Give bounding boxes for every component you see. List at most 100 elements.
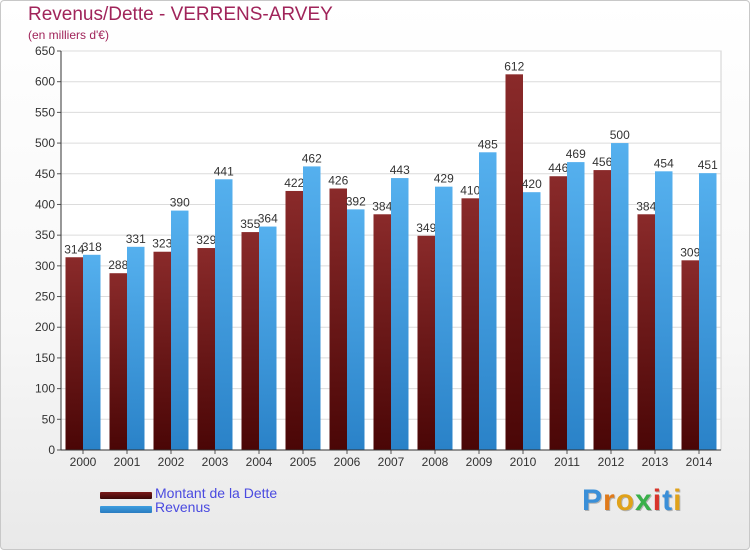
y-tick-label: 150 [35,351,55,365]
bar-revenus [699,173,717,450]
logo-letter: o [615,484,636,517]
bar-dette [461,198,479,450]
bar-dette [417,235,435,450]
bar-revenus [479,152,497,451]
data-label-dette: 309 [680,245,700,259]
y-tick-label: 250 [35,290,55,304]
bar-dette [65,257,83,450]
x-tick-label: 2004 [246,455,273,469]
bar-dette [241,232,259,450]
y-tick-label: 0 [48,443,55,457]
data-label-revenus: 420 [522,177,542,191]
y-tick-label: 100 [35,382,55,396]
x-tick-label: 2008 [422,455,449,469]
bar-revenus [259,226,277,450]
data-label-dette: 355 [240,217,260,231]
x-tick-label: 2007 [378,455,405,469]
y-tick-label: 200 [35,320,55,334]
bar-dette [637,214,655,450]
bar-revenus [391,178,409,450]
data-label-dette: 446 [548,161,568,175]
bar-dette [285,190,303,451]
x-tick-label: 2003 [202,455,229,469]
legend-swatch-revenus [100,506,152,513]
bar-revenus [347,209,365,450]
chart-subtitle: (en milliers d'€) [28,28,109,42]
data-label-revenus: 392 [346,194,366,208]
x-tick-label: 2013 [642,455,669,469]
data-label-revenus: 469 [566,147,586,161]
y-tick-label: 350 [35,228,55,242]
x-tick-label: 2011 [554,455,580,469]
logo-letter: r [603,484,616,517]
x-tick-label: 2012 [598,455,625,469]
bar-dette [593,170,611,450]
data-label-dette: 349 [416,221,436,235]
data-label-dette: 384 [636,199,656,213]
bar-dette [197,248,215,450]
bar-revenus [611,143,629,451]
bar-dette [153,251,171,450]
y-tick-label: 400 [35,197,55,211]
bar-dette [373,214,391,450]
bar-dette [681,260,699,450]
proxiti-logo: Proxiti [582,484,682,518]
data-label-dette: 426 [328,174,348,188]
data-label-revenus: 451 [698,158,718,172]
data-label-revenus: 331 [126,232,146,246]
bar-revenus [655,171,673,450]
legend-label-revenus: Revenus [155,499,211,515]
y-tick-label: 550 [35,105,55,119]
chart-title: Revenus/Dette - VERRENS-ARVEY [28,4,333,25]
data-label-dette: 314 [64,242,84,256]
bar-dette [549,176,567,450]
data-label-dette: 612 [504,59,524,73]
x-tick-label: 2001 [114,455,141,469]
bar-dette [109,273,127,450]
data-label-revenus: 364 [258,212,278,226]
x-tick-label: 2005 [290,455,317,469]
bar-dette [505,74,523,450]
bar-revenus [215,179,233,451]
x-tick-label: 2002 [158,455,185,469]
data-label-revenus: 441 [214,164,234,178]
data-label-revenus: 500 [610,128,630,142]
data-label-revenus: 318 [82,240,102,254]
logo-letter: P [582,484,604,517]
data-label-dette: 384 [372,199,392,213]
data-label-revenus: 462 [302,151,322,165]
x-tick-label: 2009 [466,455,493,469]
data-label-dette: 456 [592,155,612,169]
data-label-dette: 422 [284,176,304,190]
y-tick-label: 500 [35,136,55,150]
data-label-dette: 410 [460,183,480,197]
data-label-revenus: 429 [434,172,454,186]
legend-swatch-dette [100,492,152,499]
bar-revenus [127,246,145,450]
logo-letter: x [635,484,653,517]
bar-revenus [435,186,453,450]
y-tick-label: 300 [35,259,55,273]
x-tick-label: 2000 [70,455,97,469]
x-tick-label: 2006 [334,455,361,469]
data-label-revenus: 390 [170,196,190,210]
y-tick-label: 50 [42,412,56,426]
data-label-dette: 329 [196,233,216,247]
y-tick-label: 600 [35,75,55,89]
data-label-dette: 323 [152,237,172,251]
bar-revenus [567,162,585,451]
x-tick-label: 2010 [510,455,537,469]
bar-revenus [523,192,541,450]
data-label-revenus: 485 [478,137,498,151]
bar-dette [329,188,347,451]
data-label-dette: 288 [108,258,128,272]
y-tick-label: 650 [35,44,55,58]
y-tick-label: 450 [35,167,55,181]
logo-letter: i [652,484,663,517]
logo-letter: i [673,484,683,517]
data-label-revenus: 443 [390,163,410,177]
bar-revenus [171,210,189,450]
data-label-revenus: 454 [654,156,674,170]
legend-label-dette: Montant de la Dette [155,485,278,501]
